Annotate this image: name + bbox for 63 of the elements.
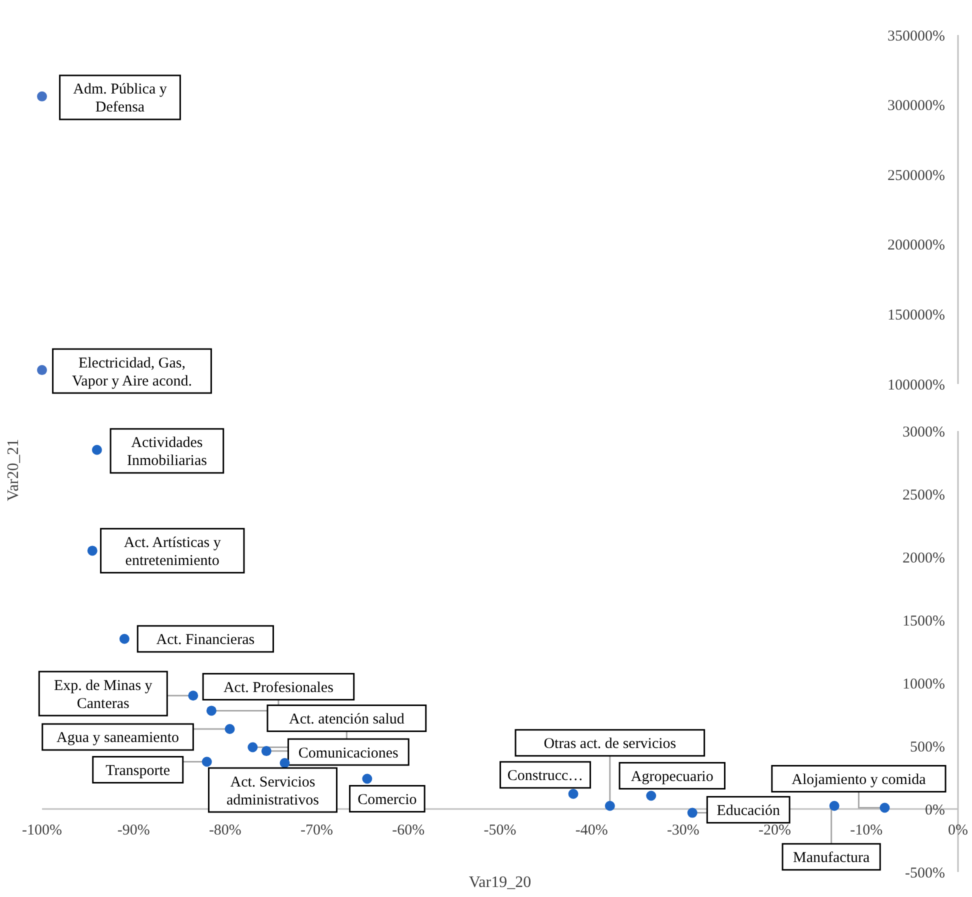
x-tick-label: -30% xyxy=(666,822,700,838)
x-tick-label: -40% xyxy=(575,822,608,838)
text: Manufactura xyxy=(793,850,870,866)
text: Act. atención salud xyxy=(288,712,405,728)
y-tick-label: 200000% xyxy=(888,238,945,254)
x-tick-label: -20% xyxy=(758,822,792,838)
point xyxy=(880,802,890,813)
series-label: Act. Servicios administrativos xyxy=(226,774,320,808)
y-tick-label: 500% xyxy=(910,739,945,756)
point xyxy=(119,634,130,644)
text: Alojamiento y comida xyxy=(792,772,926,788)
point xyxy=(92,444,102,455)
series-label: Agropecuario xyxy=(630,769,714,786)
y-tick-label: 0% xyxy=(925,802,945,818)
point xyxy=(202,756,212,767)
x-tick-label: -90% xyxy=(117,822,150,838)
point xyxy=(280,758,290,768)
text: Otras act. de servicios xyxy=(544,736,676,752)
y-tick-label: 150000% xyxy=(888,307,945,324)
y-axis-title: Var20_21 xyxy=(5,438,22,502)
series-label: Adm. Pública y Defensa xyxy=(73,82,168,116)
point xyxy=(568,788,578,799)
point xyxy=(646,790,656,801)
series-label: Comunicaciones xyxy=(298,745,399,762)
y-tick-label: 100000% xyxy=(888,377,945,394)
point xyxy=(687,808,698,818)
y-tick-label: 1000% xyxy=(902,676,945,692)
series-label: Construcc… xyxy=(507,768,584,784)
y-tick-label: 3000% xyxy=(902,424,945,440)
point xyxy=(604,800,615,811)
text: Transporte xyxy=(106,763,170,779)
x-axis-title: Var19_20 xyxy=(468,874,532,891)
x-tick-label: -70% xyxy=(300,822,334,838)
series-label: Educación xyxy=(716,803,781,820)
point xyxy=(829,800,840,811)
point xyxy=(188,690,198,701)
text: Agua y saneamiento xyxy=(56,730,180,746)
y-tick-label: 2500% xyxy=(902,487,945,504)
series-label: Act. Artísticas y entretenimiento xyxy=(124,534,222,569)
series-label: Actividades Inmobiliarias xyxy=(126,435,208,470)
x-tick-label: 0% xyxy=(948,822,968,838)
point xyxy=(224,724,235,734)
x-tick-label: -10% xyxy=(850,822,883,838)
series-label: Comercio xyxy=(358,792,417,808)
point xyxy=(362,774,372,784)
series-label: Act. Profesionales xyxy=(223,680,334,696)
point xyxy=(261,746,272,756)
text: Exp. de Minas y Canteras xyxy=(54,678,153,712)
y-tick-label: 250000% xyxy=(888,168,945,184)
series-label: Electricidad, Gas, Vapor y Aire acond. xyxy=(72,355,192,390)
y-tick-label: -500% xyxy=(905,865,945,882)
point xyxy=(87,546,98,556)
point xyxy=(248,742,258,752)
x-tick-label: -60% xyxy=(392,822,425,838)
y-tick-label: 300000% xyxy=(888,98,945,114)
y-tick-label: 350000% xyxy=(888,28,945,44)
series-label: Act. Financieras xyxy=(156,632,255,648)
y-tick-label: 2000% xyxy=(902,550,945,566)
x-tick-label: -100% xyxy=(22,822,62,838)
y-tick-label: 1500% xyxy=(902,613,945,630)
x-tick-label: -50% xyxy=(484,822,516,838)
point xyxy=(206,706,216,716)
x-tick-label: -80% xyxy=(208,822,242,838)
